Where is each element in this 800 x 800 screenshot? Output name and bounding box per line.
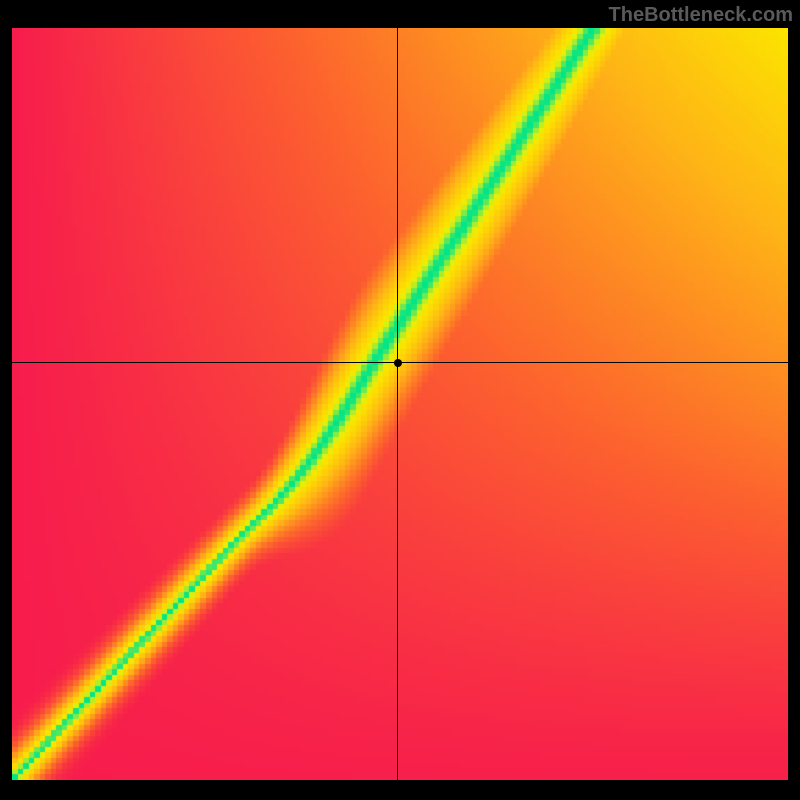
crosshair-marker xyxy=(394,359,402,367)
watermark-text: TheBottleneck.com xyxy=(609,4,793,27)
bottleneck-heatmap xyxy=(12,28,788,780)
crosshair-vertical xyxy=(397,28,398,780)
plot-frame xyxy=(0,0,800,800)
